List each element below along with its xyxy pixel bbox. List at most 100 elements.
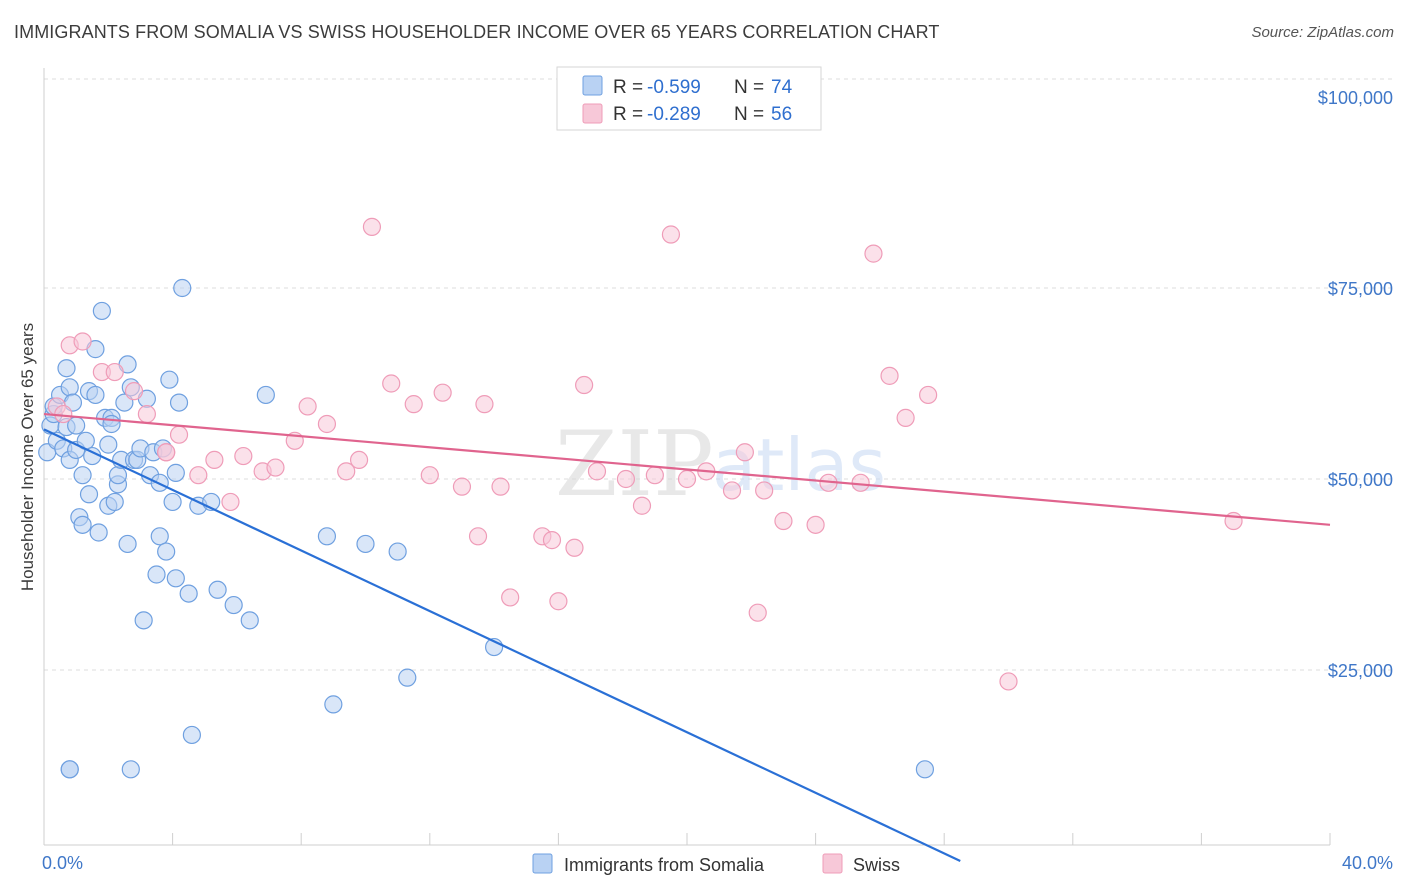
- swiss-point-32: [542, 531, 562, 550]
- somalia-point-52: [166, 569, 185, 588]
- swiss-point-7: [137, 404, 156, 424]
- swiss-point-25: [433, 383, 452, 402]
- swiss-point-9: [169, 425, 189, 444]
- y-tick-label-2: $50,000: [1328, 470, 1393, 490]
- swiss-point-17: [298, 397, 317, 416]
- somalia-point-65: [324, 695, 343, 714]
- swiss-point-26: [452, 477, 472, 496]
- watermark: ZIP atlas: [555, 412, 886, 517]
- x-tick-label-right: 40.0%: [1342, 853, 1393, 873]
- swiss-point-41: [677, 469, 697, 489]
- somalia-point-60: [208, 580, 227, 599]
- swiss-point-30: [501, 588, 520, 607]
- somalia-point-51: [163, 492, 182, 512]
- stats-legend-n-value-swiss: 56: [771, 104, 792, 125]
- swiss-trend-line: [43, 412, 1331, 526]
- somalia-point-71: [915, 760, 935, 779]
- somalia-point-22: [86, 385, 105, 405]
- data-points: [38, 217, 1243, 779]
- swiss-point-55: [999, 672, 1018, 691]
- swiss-point-21: [362, 217, 382, 236]
- stats-legend: R = -0.599 N = 74 R = -0.289 N = 56: [556, 66, 822, 131]
- somalia-point-15: [73, 466, 92, 485]
- y-tick-label-1: $75,000: [1328, 279, 1393, 299]
- swiss-point-44: [735, 443, 754, 462]
- swiss-point-39: [645, 466, 664, 485]
- swiss-point-5: [105, 362, 124, 382]
- somalia-point-68: [398, 668, 417, 687]
- swiss-point-11: [205, 450, 224, 469]
- x-ticks: [43, 833, 1331, 845]
- stats-legend-r-label-swiss: R =: [613, 104, 643, 125]
- stats-legend-r-value-swiss: -0.289: [647, 104, 701, 125]
- somalia-point-29: [102, 414, 121, 434]
- somalia-point-57: [182, 725, 201, 745]
- swiss-point-22: [382, 374, 401, 393]
- swiss-point-28: [475, 395, 494, 414]
- swiss-point-18: [317, 414, 337, 434]
- somalia-point-62: [240, 611, 259, 630]
- swiss-point-13: [234, 446, 253, 466]
- y-tick-labels: $100,000 $75,000 $50,000 $25,000: [1318, 88, 1393, 681]
- bottom-legend-label-somalia: Immigrants from Somalia: [564, 855, 765, 875]
- swiss-point-53: [896, 408, 915, 427]
- swiss-point-33: [549, 592, 568, 611]
- stats-legend-swatch-somalia: [582, 75, 603, 96]
- somalia-point-64: [317, 527, 337, 546]
- somalia-point-16: [73, 515, 92, 534]
- stats-legend-n-label-swiss: N =: [734, 104, 764, 125]
- somalia-point-53: [166, 463, 185, 482]
- somalia-point-50: [160, 370, 179, 389]
- watermark-atlas: atlas: [712, 423, 886, 507]
- stats-legend-swatch-swiss: [582, 103, 603, 124]
- somalia-point-41: [134, 611, 153, 630]
- y-tick-label-3: $25,000: [1328, 661, 1393, 681]
- somalia-point-30: [105, 492, 124, 512]
- swiss-point-19: [337, 462, 356, 481]
- swiss-point-35: [575, 375, 594, 395]
- somalia-point-9: [60, 378, 79, 397]
- somalia-point-45: [147, 565, 166, 584]
- somalia-point-61: [224, 595, 243, 615]
- bottom-legend: Immigrants from Somalia Swiss: [532, 853, 900, 875]
- swiss-point-57: [157, 443, 176, 462]
- somalia-point-49: [157, 542, 176, 561]
- y-tick-label-0: $100,000: [1318, 88, 1393, 108]
- swiss-point-29: [491, 477, 510, 496]
- bottom-legend-swatch-swiss: [822, 853, 843, 874]
- stats-legend-r-value-somalia: -0.599: [647, 77, 701, 98]
- somalia-point-66: [356, 534, 375, 554]
- swiss-point-12: [221, 492, 240, 512]
- swiss-point-10: [189, 466, 208, 485]
- somalia-point-55: [173, 278, 192, 298]
- somalia-trend-line: [43, 428, 961, 862]
- somalia-point-7: [57, 359, 76, 378]
- y-axis-label: Householder Income Over 65 years: [18, 323, 37, 591]
- swiss-point-45: [748, 603, 767, 622]
- x-tick-label-left: 0.0%: [42, 853, 83, 873]
- swiss-point-48: [806, 515, 825, 534]
- stats-legend-n-label-somalia: N =: [734, 77, 764, 98]
- somalia-point-24: [92, 301, 111, 321]
- somalia-point-32: [108, 466, 128, 485]
- somalia-point-70: [121, 760, 140, 779]
- somalia-point-67: [388, 542, 407, 561]
- somalia-point-56: [179, 584, 198, 603]
- somalia-point-36: [118, 534, 137, 554]
- somalia-point-73: [60, 760, 79, 779]
- swiss-point-20: [349, 450, 369, 469]
- gridlines: [44, 78, 1393, 671]
- swiss-point-47: [774, 511, 793, 531]
- swiss-point-51: [864, 244, 883, 263]
- somalia-point-63: [256, 385, 275, 405]
- swiss-point-3: [73, 332, 92, 351]
- swiss-point-36: [587, 462, 607, 481]
- bottom-legend-swatch-somalia: [532, 853, 553, 874]
- somalia-point-23: [89, 523, 108, 542]
- swiss-point-6: [124, 382, 144, 401]
- swiss-point-24: [420, 466, 439, 485]
- swiss-point-1: [54, 404, 73, 424]
- swiss-point-27: [468, 527, 488, 546]
- stats-legend-r-label-somalia: R =: [613, 77, 643, 98]
- swiss-point-34: [565, 538, 584, 557]
